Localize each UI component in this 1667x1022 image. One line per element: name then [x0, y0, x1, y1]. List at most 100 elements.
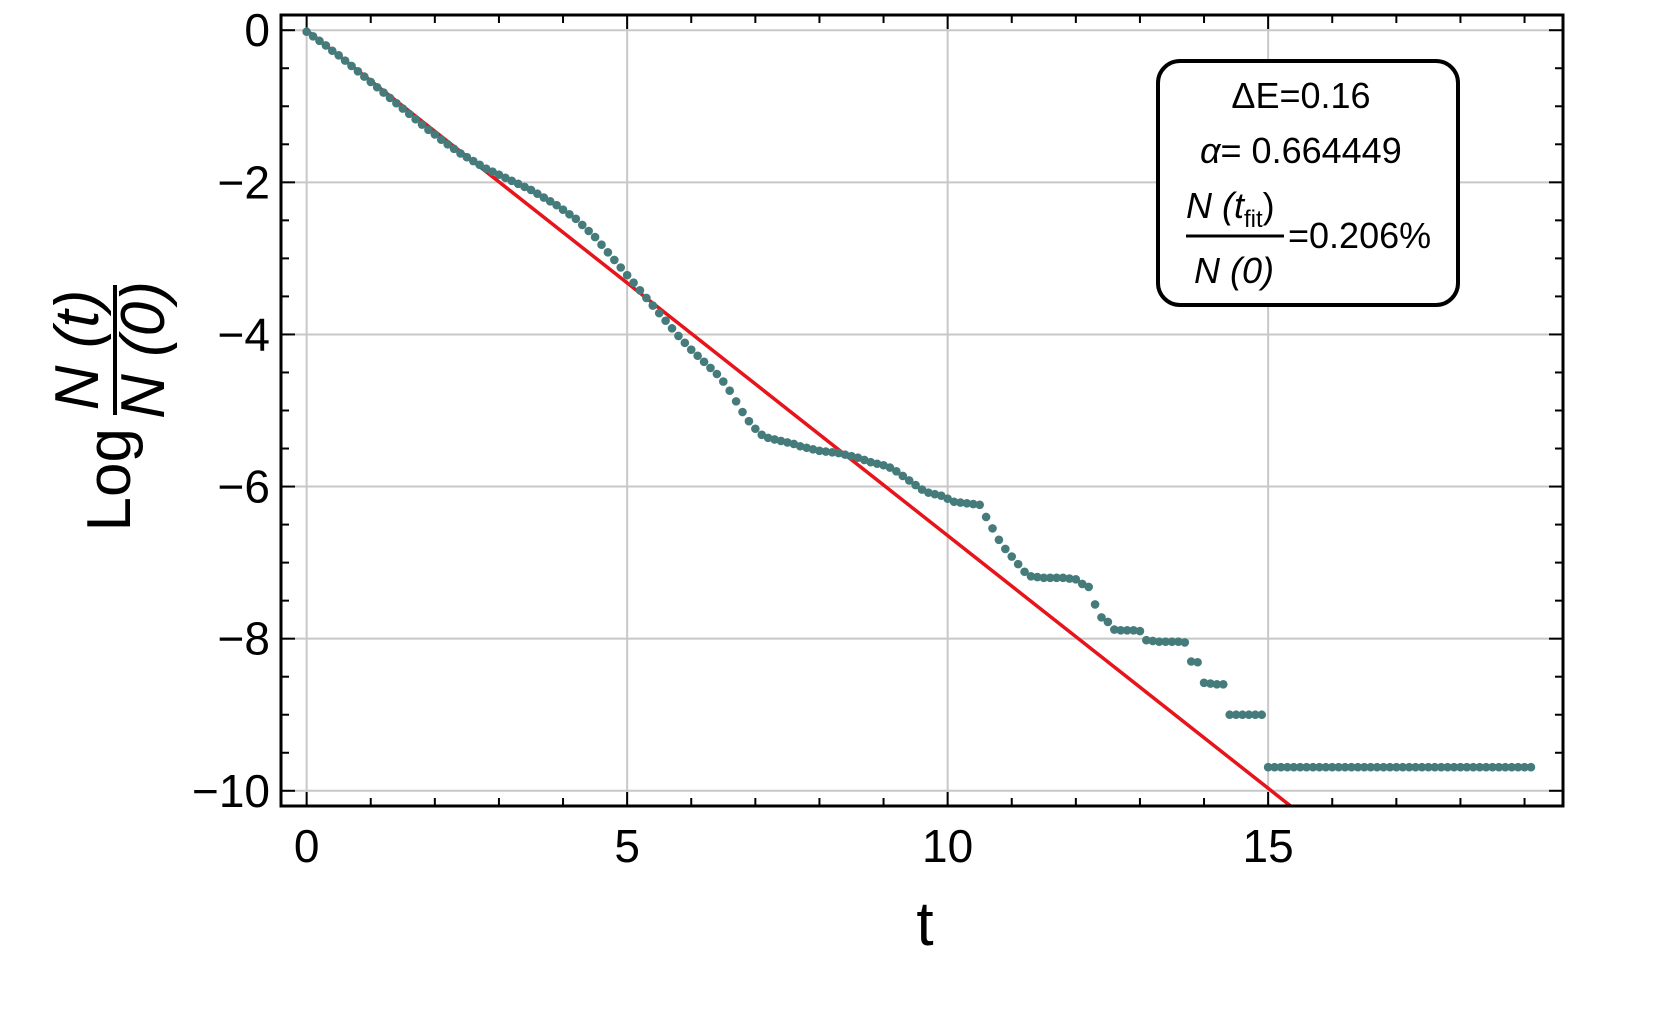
- data-point-34: [520, 182, 529, 192]
- data-point-14: [392, 98, 401, 108]
- x-tick-label-3: 15: [1243, 820, 1294, 872]
- data-point-108: [994, 535, 1004, 545]
- legend-alpha-symbol: α: [1200, 130, 1222, 171]
- data-point-109: [1001, 544, 1010, 554]
- data-point-131: [1142, 635, 1151, 645]
- data-point-89: [872, 459, 882, 469]
- data-point-160: [1327, 762, 1337, 772]
- data-point-135: [1167, 637, 1177, 647]
- data-point-51: [629, 278, 638, 288]
- data-point-20: [430, 130, 440, 139]
- data-point-40: [558, 205, 568, 215]
- data-point-148: [1251, 710, 1260, 720]
- legend-fraction-value: =0.206%: [1288, 215, 1431, 256]
- data-point-65: [718, 377, 728, 386]
- data-point-57: [667, 324, 677, 333]
- data-point-61: [693, 351, 702, 361]
- data-point-161: [1334, 762, 1343, 772]
- data-point-141: [1206, 679, 1215, 688]
- data-point-119: [1065, 574, 1074, 583]
- legend-alpha-value: = 0.664449: [1221, 130, 1402, 171]
- data-point-22: [443, 139, 452, 149]
- grid-lines: [281, 15, 1563, 806]
- data-point-69: [744, 416, 754, 426]
- data-point-63: [706, 363, 715, 373]
- data-point-140: [1199, 678, 1209, 688]
- data-point-115: [1039, 573, 1049, 583]
- data-point-47: [603, 248, 613, 257]
- legend-frac-num-main: N (t: [1186, 185, 1246, 226]
- data-point-19: [424, 125, 433, 135]
- data-point-52: [635, 286, 645, 295]
- data-point-147: [1244, 710, 1254, 720]
- data-point-98: [930, 489, 940, 499]
- y-axis-label-prefix: Log: [75, 428, 144, 531]
- data-point-24: [456, 149, 465, 158]
- data-point-59: [680, 338, 690, 348]
- data-point-159: [1321, 762, 1331, 772]
- data-point-12: [379, 88, 388, 97]
- data-point-111: [1013, 559, 1023, 569]
- data-point-80: [815, 446, 824, 456]
- data-point-165: [1359, 762, 1369, 772]
- data-point-91: [885, 463, 895, 472]
- data-point-174: [1417, 762, 1427, 772]
- y-tick-label-5: −10: [192, 765, 270, 817]
- legend-fraction-denominator: N (0): [1194, 250, 1274, 291]
- data-point-9: [360, 72, 369, 81]
- x-axis-label: t: [916, 890, 933, 959]
- data-point-123: [1090, 600, 1100, 609]
- data-point-130: [1135, 626, 1145, 636]
- data-point-122: [1084, 582, 1093, 592]
- data-point-190: [1520, 762, 1529, 772]
- data-point-132: [1148, 636, 1158, 646]
- data-point-42: [571, 214, 581, 224]
- data-point-88: [866, 457, 876, 467]
- data-point-97: [924, 488, 933, 497]
- data-point-163: [1347, 762, 1356, 772]
- data-point-139: [1193, 657, 1202, 667]
- data-point-103: [962, 498, 972, 508]
- data-point-129: [1129, 626, 1138, 635]
- data-point-71: [757, 430, 767, 440]
- data-point-2: [315, 36, 324, 46]
- data-point-6: [340, 56, 350, 65]
- x-tick-label-0: 0: [294, 820, 320, 872]
- data-point-27: [475, 160, 485, 170]
- data-point-152: [1276, 762, 1286, 772]
- data-point-157: [1308, 762, 1318, 772]
- plot-frame: [279, 13, 1565, 808]
- data-point-128: [1122, 626, 1132, 635]
- data-point-175: [1424, 762, 1433, 772]
- data-point-179: [1449, 762, 1459, 772]
- data-point-23: [449, 144, 459, 154]
- data-point-67: [731, 397, 741, 406]
- data-point-102: [956, 498, 965, 507]
- data-point-95: [911, 480, 920, 490]
- data-point-150: [1263, 762, 1273, 772]
- data-point-48: [610, 255, 619, 265]
- data-point-45: [590, 232, 600, 242]
- data-point-74: [776, 436, 786, 446]
- data-point-11: [372, 82, 382, 92]
- data-point-181: [1462, 762, 1472, 772]
- data-point-177: [1436, 762, 1446, 772]
- data-point-16: [404, 109, 414, 119]
- data-point-127: [1116, 626, 1126, 635]
- data-point-53: [642, 293, 651, 303]
- data-point-183: [1475, 762, 1484, 772]
- data-point-166: [1366, 762, 1375, 772]
- data-point-126: [1110, 625, 1119, 634]
- data-point-96: [917, 485, 927, 494]
- y-axis-label: Log N (t) N (0): [43, 281, 178, 531]
- data-point-158: [1315, 762, 1324, 772]
- y-tick-label-1: −2: [218, 156, 270, 208]
- data-point-191: [1526, 762, 1536, 772]
- data-point-168: [1379, 762, 1388, 772]
- data-point-180: [1456, 762, 1465, 772]
- data-point-15: [398, 104, 408, 113]
- data-point-7: [347, 61, 356, 71]
- data-point-1: [308, 31, 318, 41]
- data-point-133: [1154, 637, 1164, 647]
- data-point-50: [622, 270, 632, 280]
